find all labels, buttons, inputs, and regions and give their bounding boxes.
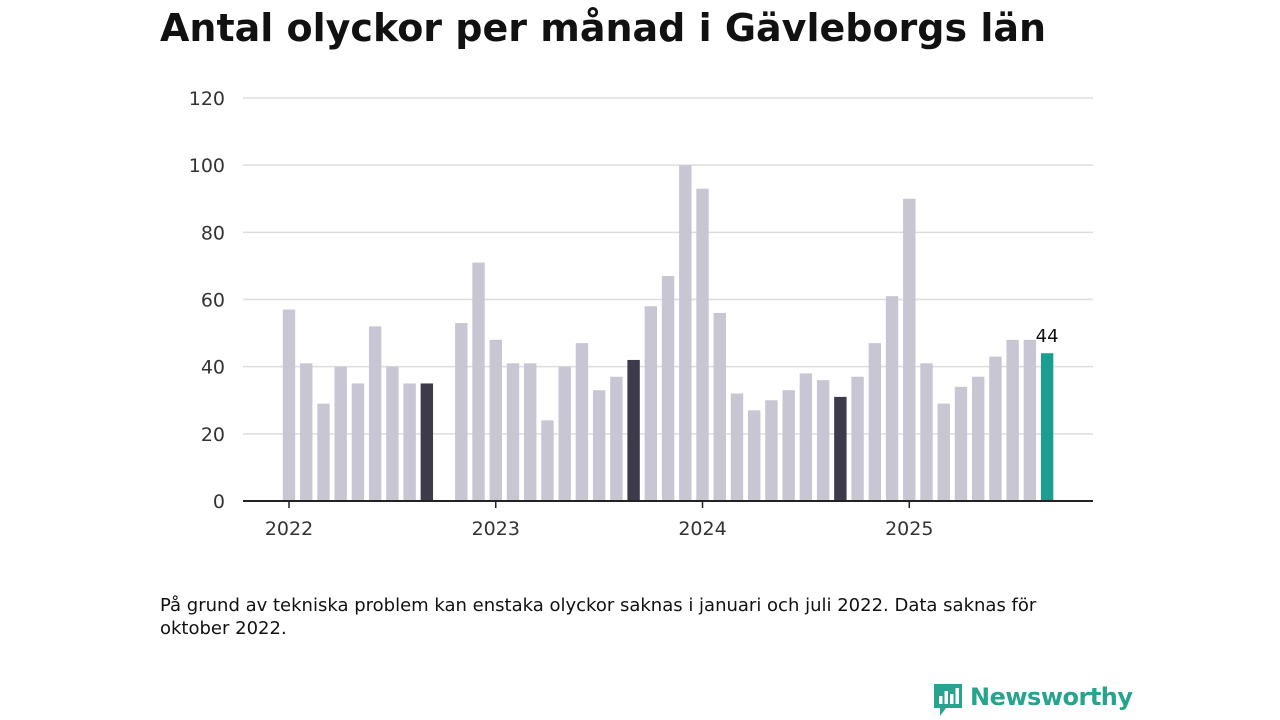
bar-2023-04	[541, 420, 554, 501]
bar-2022-09	[420, 383, 434, 501]
bar-2024-02	[713, 312, 726, 501]
bar-2022-11	[455, 323, 468, 501]
bar-2025-06	[989, 356, 1002, 501]
bar-2023-06	[575, 343, 589, 501]
bar-2023-05	[558, 366, 571, 501]
bar-2023-02	[506, 363, 520, 501]
bar-2024-11	[868, 343, 882, 501]
bar-2022-03	[317, 403, 330, 501]
x-tick-label-2025: 2025	[885, 518, 933, 540]
bar-2024-01	[696, 188, 709, 502]
bar-2025-09	[1040, 353, 1054, 501]
bar-2025-08	[1023, 339, 1037, 501]
bar-2024-12	[885, 296, 899, 501]
bar-2023-01	[489, 339, 502, 501]
bar-2024-04	[748, 410, 761, 501]
y-tick-label-100: 100	[189, 155, 225, 177]
newsworthy-logo-icon	[934, 684, 962, 716]
x-tick-label-2022: 2022	[265, 518, 313, 540]
x-tick-label-2024: 2024	[678, 518, 726, 540]
bar-2023-10	[644, 306, 658, 501]
chart-title: Antal olyckor per månad i Gävleborgs län	[160, 6, 1047, 50]
brand-name: Newsworthy	[970, 683, 1133, 711]
bar-2022-12	[472, 262, 485, 501]
y-tick-label-120: 120	[189, 88, 225, 110]
bar-2023-11	[661, 275, 675, 501]
x-tick-label-2023: 2023	[472, 518, 520, 540]
tick-labels: 0 20 40 60 80 100 120 44 2022 2023 2024 2025	[189, 88, 1059, 540]
bar-2022-01	[282, 309, 296, 501]
y-tick-label-40: 40	[201, 357, 225, 379]
bar-2023-03	[524, 363, 537, 501]
bar-2024-08	[816, 380, 830, 501]
bar-2022-04	[334, 366, 347, 501]
bar-2025-03	[937, 403, 950, 501]
bar-2024-10	[851, 376, 864, 501]
bar-2024-05	[765, 400, 778, 501]
bar-2024-07	[799, 373, 813, 501]
bar-chart: 0 20 40 60 80 100 120 44 2022 2023 2024 2025	[189, 88, 1093, 540]
bar-2024-06	[782, 390, 795, 501]
y-tick-label-60: 60	[201, 290, 225, 312]
bar-2025-07	[1006, 339, 1019, 501]
axes	[243, 500, 1093, 508]
bar-2023-08	[610, 376, 623, 501]
footnote: På grund av tekniska problem kan enstaka…	[160, 595, 1037, 639]
bar-2022-05	[351, 383, 365, 501]
bar-2024-09	[834, 396, 847, 501]
bar-2023-07	[592, 390, 606, 501]
y-tick-label-80: 80	[201, 222, 225, 244]
bar-2025-04	[954, 386, 968, 501]
bar-2022-07	[386, 366, 399, 501]
bar-2022-08	[403, 383, 416, 501]
y-tick-label-20: 20	[201, 424, 225, 446]
bar-2023-12	[679, 165, 692, 501]
data-label-2025-09: 44	[1036, 326, 1059, 347]
brand-logo[interactable]: Newsworthy	[932, 682, 1133, 720]
y-tick-label-0: 0	[213, 491, 225, 513]
bars	[282, 165, 1054, 502]
bar-2025-01	[903, 198, 916, 501]
bar-2025-02	[920, 363, 933, 501]
bar-2022-06	[368, 326, 382, 501]
bar-2022-02	[300, 363, 313, 501]
bar-2024-03	[730, 393, 744, 501]
bar-2023-09	[627, 359, 640, 501]
bar-2025-05	[972, 376, 985, 501]
